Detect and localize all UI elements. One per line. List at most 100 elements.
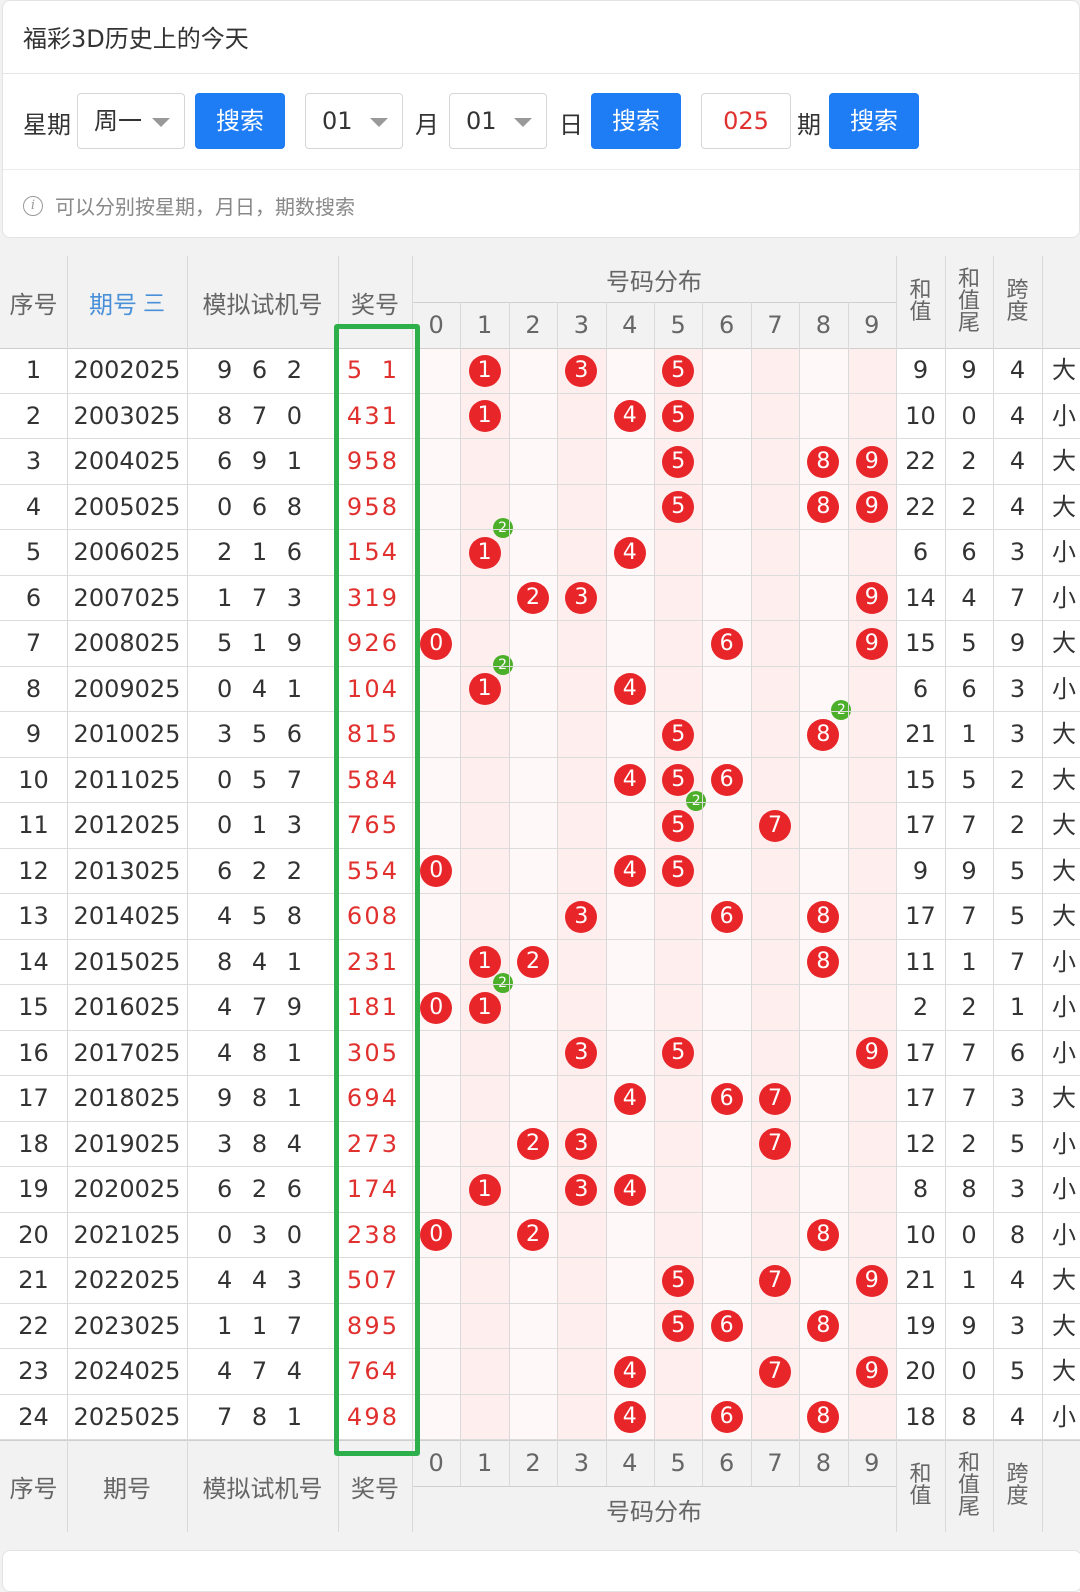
divider [3, 73, 1079, 74]
sort-icon[interactable]: 三 [142, 292, 165, 317]
info-icon: i [23, 195, 43, 216]
cell-sim: 6 9 1 [216, 447, 309, 475]
header-sim: 模拟试机号 [187, 256, 338, 348]
number-ball: 8 [807, 900, 840, 933]
dist-column-bg [508, 348, 558, 1440]
cell-sim: 0 3 0 [216, 1220, 309, 1249]
cell-tail: 5 [961, 765, 977, 794]
duplicate-badge: 2 [492, 518, 513, 538]
dist-column-bg [605, 348, 654, 1440]
digit-header-1: 1 [460, 1440, 509, 1486]
header-divider [0, 348, 1080, 349]
row-divider [0, 1393, 1080, 1395]
row-divider [0, 938, 1080, 940]
issue-input[interactable]: 025 [701, 93, 791, 149]
cell-period: 2020025 [73, 1175, 181, 1203]
column-divider [67, 256, 68, 1532]
cell-span: 4 [1009, 401, 1026, 430]
cell-size: 小 [1052, 538, 1076, 566]
cell-period: 2013025 [73, 856, 181, 885]
digit-header-3: 3 [557, 1440, 606, 1486]
header-size [1042, 256, 1080, 348]
cell-seq: 22 [18, 1311, 49, 1340]
row-divider [0, 711, 1080, 712]
number-ball: 3 [565, 582, 598, 615]
cell-prize: 7 4 9 [346, 1357, 404, 1431]
number-ball: 5 [662, 1264, 695, 1297]
cell-period: 2003025 [73, 401, 181, 430]
cell-sim: 3 5 6 [216, 720, 309, 748]
cell-seq: 11 [18, 811, 49, 839]
divider [3, 169, 1079, 170]
cell-tail: 5 [961, 629, 977, 657]
cell-tail: 2 [961, 1129, 977, 1158]
number-ball: 9 [855, 1037, 888, 1070]
cell-size: 小 [1052, 674, 1076, 703]
cell-sum: 15 [905, 765, 936, 794]
cell-seq: 7 [25, 629, 42, 657]
number-ball: 3 [565, 354, 598, 387]
cell-period: 2022025 [73, 1266, 181, 1294]
number-ball: 3 [565, 1037, 598, 1070]
cell-sum: 17 [905, 902, 936, 930]
weekday-search-button[interactable]: 搜索 [195, 93, 285, 149]
header-period-label: 期号 [88, 290, 137, 319]
cell-sim: 4 7 9 [216, 993, 309, 1021]
digit-header-2: 2 [508, 1440, 558, 1486]
number-ball: 4 [613, 855, 646, 888]
header-seq: 序号 [0, 256, 67, 348]
cell-sim: 0 6 8 [216, 492, 309, 521]
row-divider [0, 802, 1080, 803]
cell-size: 大 [1052, 447, 1076, 475]
cell-prize: 1 1 0 [346, 993, 404, 1067]
cell-prize: 9 6 0 [346, 629, 404, 703]
number-ball: 8 [807, 1219, 840, 1252]
cell-period: 2014025 [73, 902, 181, 930]
header-period[interactable]: 期号 三 [67, 256, 187, 348]
cell-sim: 2 1 6 [216, 538, 309, 566]
duplicate-badge: 2 [492, 973, 513, 993]
footer-span-line1: 跨 [1006, 1462, 1029, 1487]
day-select[interactable]: 01 [449, 93, 547, 149]
digit-header-8: 8 [799, 1440, 848, 1486]
header-divider [412, 1486, 896, 1487]
footer-tail: 和 值 尾 [945, 1440, 993, 1532]
weekday-value: 周一 [94, 107, 142, 135]
cell-sim: 7 8 1 [216, 1402, 309, 1431]
cell-period: 2017025 [73, 1038, 181, 1067]
cell-sum: 10 [905, 401, 936, 430]
cell-prize: 6 8 3 [346, 902, 404, 976]
month-label: 月 [415, 111, 439, 139]
date-search-button[interactable]: 搜索 [591, 93, 681, 149]
cell-span: 4 [1009, 1402, 1026, 1431]
weekday-select[interactable]: 周一 [77, 93, 185, 149]
cell-sum: 17 [905, 1038, 936, 1067]
cell-sim: 9 8 1 [216, 1084, 309, 1112]
footer-sum: 和 值 [896, 1440, 945, 1532]
cell-span: 5 [1009, 902, 1026, 930]
cell-size: 小 [1052, 583, 1076, 612]
cell-span: 6 [1009, 1038, 1026, 1067]
footer-sum-line2: 值 [909, 1484, 932, 1509]
number-ball: 5 [662, 809, 695, 842]
month-select[interactable]: 01 [305, 93, 403, 149]
number-ball: 8 [807, 1310, 840, 1343]
dist-column-bg [412, 348, 461, 1440]
number-ball: 7 [759, 1355, 791, 1388]
digit-header-4: 4 [605, 1440, 654, 1486]
cell-size: 小 [1052, 947, 1076, 976]
chevron-down-icon [514, 118, 532, 127]
issue-label: 期 [797, 111, 821, 139]
cell-tail: 9 [961, 1311, 977, 1340]
cell-period: 2006025 [73, 538, 181, 566]
cell-prize: 7 5 5 [346, 811, 404, 885]
cell-sim: 9 6 2 [216, 356, 309, 384]
cell-period: 2008025 [73, 629, 181, 657]
cell-tail: 1 [961, 947, 977, 976]
row-divider [0, 392, 1080, 394]
dist-column-bg [654, 348, 703, 1440]
number-ball: 9 [855, 1355, 888, 1388]
issue-search-button[interactable]: 搜索 [829, 93, 919, 149]
cell-span: 2 [1009, 765, 1026, 794]
cell-seq: 13 [18, 902, 49, 930]
